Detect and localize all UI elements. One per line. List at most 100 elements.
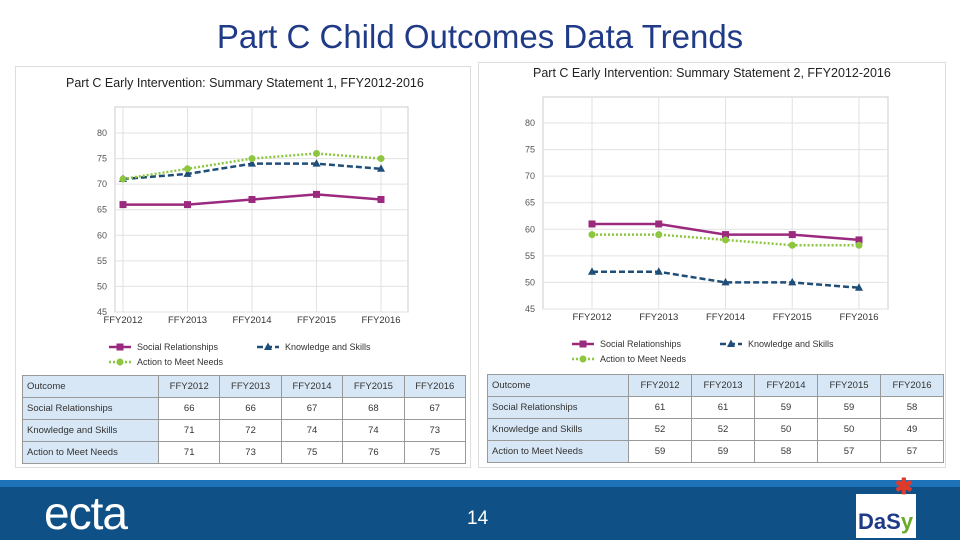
slide-title: Part C Child Outcomes Data Trends: [216, 18, 744, 55]
data-point: [588, 231, 596, 239]
data-point: [655, 231, 663, 239]
x-tick-label: FFY2013: [639, 312, 678, 323]
table-cell: 50: [817, 418, 881, 441]
data-point: [116, 343, 124, 351]
y-tick-label: 80: [97, 128, 107, 138]
table-cell: 75: [280, 441, 344, 464]
table-header-cell: FFY2015: [817, 374, 881, 397]
table-cell: 52: [628, 418, 692, 441]
table-header-cell: Outcome: [487, 374, 629, 397]
table-header-cell: FFY2014: [280, 375, 344, 398]
y-tick-label: 55: [525, 251, 535, 261]
table-row: Action to Meet Needs 71 73 75 76 75: [22, 441, 467, 464]
table-header-cell: Outcome: [22, 375, 159, 398]
legend-label: Social Relationships: [600, 339, 682, 349]
data-point: [721, 277, 730, 286]
table-cell: Action to Meet Needs: [487, 440, 629, 463]
data-point: [248, 195, 256, 203]
data-point: [855, 241, 863, 249]
table-cell: 52: [691, 418, 755, 441]
footer-bar: [0, 480, 960, 540]
table-cell: 71: [157, 419, 221, 442]
table-cell: 57: [880, 440, 944, 463]
data-point: [722, 231, 729, 239]
y-tick-label: 60: [97, 230, 107, 240]
data-point: [377, 195, 385, 203]
x-tick-label: FFY2015: [773, 312, 812, 323]
data-point: [264, 342, 272, 350]
table-header-cell: FFY2016: [403, 375, 467, 398]
table-cell: 66: [219, 397, 282, 420]
x-tick-label: FFY2015: [297, 315, 336, 326]
table-cell: 75: [403, 441, 467, 464]
chart-1-title: Part C Early Intervention: Summary State…: [66, 76, 424, 90]
legend-label: Knowledge and Skills: [748, 339, 834, 349]
table-cell: 74: [280, 419, 344, 442]
data-table-1: Outcome FFY2012 FFY2013 FFY2014 FFY2015 FFY20…: [22, 375, 467, 464]
table-header-cell: FFY2012: [628, 374, 692, 397]
y-tick-label: 55: [97, 256, 107, 266]
page-number: 14: [467, 508, 489, 529]
table-cell: 73: [219, 441, 282, 464]
table-cell: 59: [691, 440, 755, 463]
table-cell: Knowledge and Skills: [487, 418, 629, 441]
x-tick-label: FFY2014: [706, 312, 745, 323]
x-tick-label: FFY2016: [839, 312, 878, 323]
table-cell: 50: [754, 418, 818, 441]
x-tick-label: FFY2012: [572, 312, 611, 323]
table-cell: 49: [880, 418, 944, 441]
data-point: [248, 155, 256, 163]
y-tick-label: 70: [525, 171, 535, 181]
table-header-cell: FFY2012: [157, 375, 221, 398]
data-point: [855, 283, 863, 291]
x-tick-label: FFY2016: [361, 315, 400, 326]
table-cell: 58: [754, 440, 818, 463]
table-cell: 72: [219, 419, 282, 442]
table-header-cell: FFY2015: [342, 375, 405, 398]
data-point: [722, 236, 729, 244]
table-cell: 74: [342, 419, 405, 442]
data-point: [183, 169, 192, 177]
table-cell: 73: [403, 419, 467, 442]
table-cell: 71: [157, 441, 221, 464]
table-cell: 57: [817, 440, 881, 463]
data-point: [312, 159, 321, 167]
y-tick-label: 65: [97, 205, 107, 215]
data-point: [313, 149, 320, 157]
data-table-2: Outcome FFY2012 FFY2013 FFY2014 FFY2015 FFY20…: [487, 374, 944, 463]
y-tick-label: 65: [525, 198, 535, 208]
data-point: [248, 159, 256, 167]
data-point: [377, 164, 385, 172]
table-header-cell: FFY2014: [754, 374, 818, 397]
table-header-row: Outcome FFY2012 FFY2013 FFY2014 FFY2015 FFY20…: [22, 375, 467, 398]
series-line: [122, 152, 382, 181]
data-point: [184, 165, 191, 173]
ecta-logo: ecta: [44, 487, 128, 539]
y-tick-label: 80: [525, 118, 535, 128]
table-row: Action to Meet Needs 59 59 58 57 57: [487, 440, 944, 463]
legend-label: Social Relationships: [137, 342, 219, 352]
y-tick-label: 45: [97, 307, 107, 317]
table-cell: Knowledge and Skills: [22, 419, 159, 442]
table-cell: 76: [342, 441, 405, 464]
data-point: [788, 231, 796, 239]
table-header-cell: FFY2013: [691, 374, 755, 397]
y-tick-label: 50: [525, 277, 535, 287]
table-cell: 59: [817, 396, 881, 419]
data-point: [588, 267, 596, 275]
table-cell: 61: [628, 396, 692, 419]
data-point: [654, 267, 663, 275]
dasy-logo: DaSy ✱: [856, 476, 916, 538]
data-point: [579, 355, 587, 363]
data-point: [588, 220, 596, 228]
y-tick-label: 75: [97, 154, 107, 164]
data-point: [377, 155, 385, 163]
table-cell: 61: [691, 396, 755, 419]
table-header-row: Outcome FFY2012 FFY2013 FFY2014 FFY2015 FFY20…: [487, 374, 944, 397]
table-cell: 66: [157, 397, 221, 420]
data-point: [727, 339, 735, 347]
y-tick-label: 70: [97, 179, 107, 189]
y-tick-label: 50: [97, 281, 107, 291]
data-point: [579, 340, 587, 348]
data-point: [119, 175, 127, 183]
